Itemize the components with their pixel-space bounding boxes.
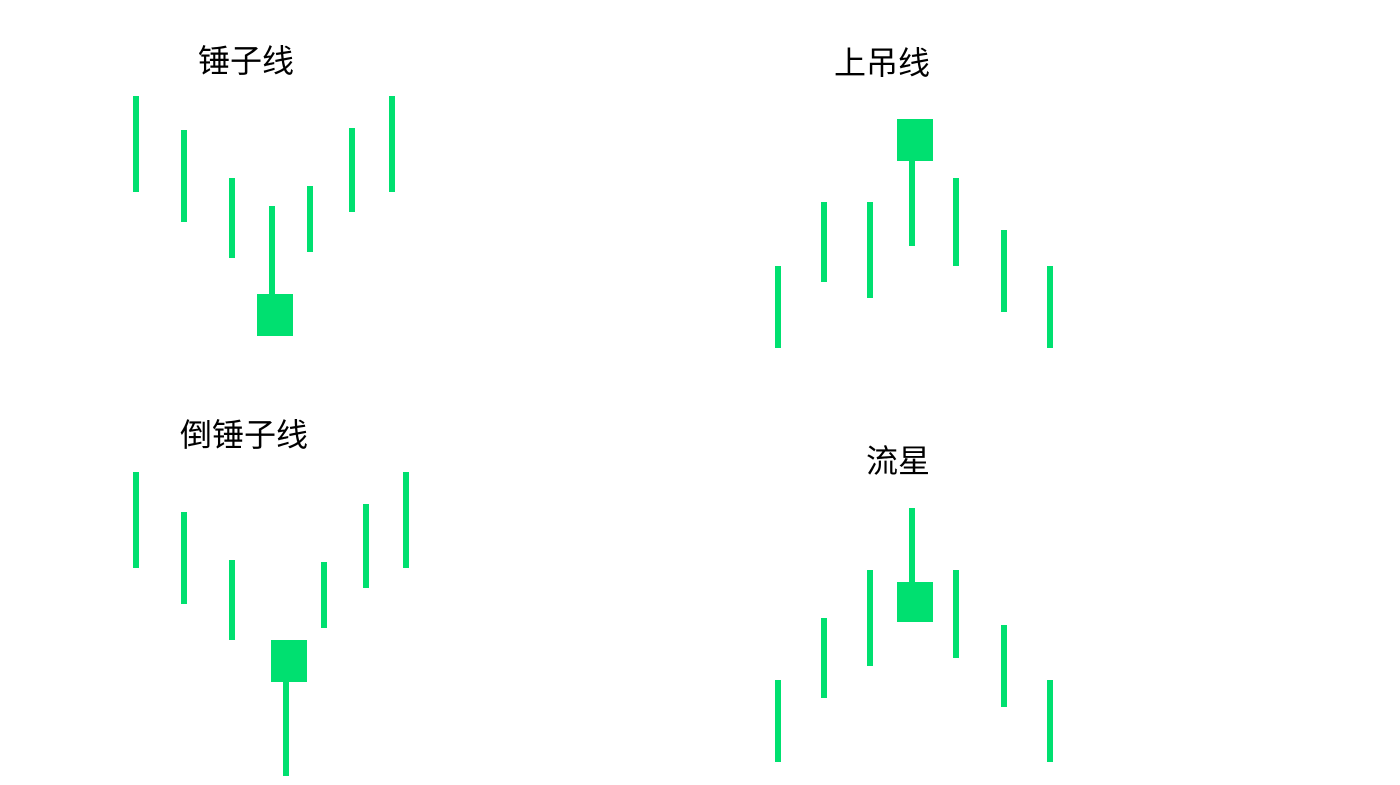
hanging-man-candle-6-wick xyxy=(1047,266,1053,348)
shooting-star-candle-0-wick xyxy=(775,680,781,762)
inverted-hammer-candle-5-wick xyxy=(363,504,369,588)
hanging-man-candle-2-wick xyxy=(867,202,873,298)
inverted-hammer-candle-6-wick xyxy=(403,472,409,568)
inverted-hammer-title: 倒锤子线 xyxy=(180,410,308,456)
shooting-star-candle-4-wick xyxy=(953,570,959,658)
hammer-candle-5-wick xyxy=(349,128,355,212)
hammer-title: 锤子线 xyxy=(198,36,294,82)
shooting-star-candle-2-wick xyxy=(867,570,873,666)
shooting-star-candle-3-body xyxy=(897,582,933,622)
hanging-man-candle-1-wick xyxy=(821,202,827,282)
hanging-man-candle-4-wick xyxy=(953,178,959,266)
hammer-candle-3-body xyxy=(257,294,293,336)
inverted-hammer-candle-2-wick xyxy=(229,560,235,640)
inverted-hammer-candle-0-wick xyxy=(133,472,139,568)
hammer-candle-2-wick xyxy=(229,178,235,258)
hammer-candle-6-wick xyxy=(389,96,395,192)
hammer-candle-1-wick xyxy=(181,130,187,222)
shooting-star-candle-1-wick xyxy=(821,618,827,698)
hanging-man-candle-5-wick xyxy=(1001,230,1007,312)
hammer-candle-0-wick xyxy=(133,96,139,192)
hanging-man-candle-0-wick xyxy=(775,266,781,348)
hammer-candle-4-wick xyxy=(307,186,313,252)
hanging-man-title: 上吊线 xyxy=(834,38,930,84)
shooting-star-candle-5-wick xyxy=(1001,625,1007,707)
inverted-hammer-candle-1-wick xyxy=(181,512,187,604)
shooting-star-candle-6-wick xyxy=(1047,680,1053,762)
hanging-man-candle-3-body xyxy=(897,119,933,161)
inverted-hammer-candle-4-wick xyxy=(321,562,327,628)
inverted-hammer-candle-3-body xyxy=(271,640,307,682)
shooting-star-title: 流星 xyxy=(866,436,930,482)
